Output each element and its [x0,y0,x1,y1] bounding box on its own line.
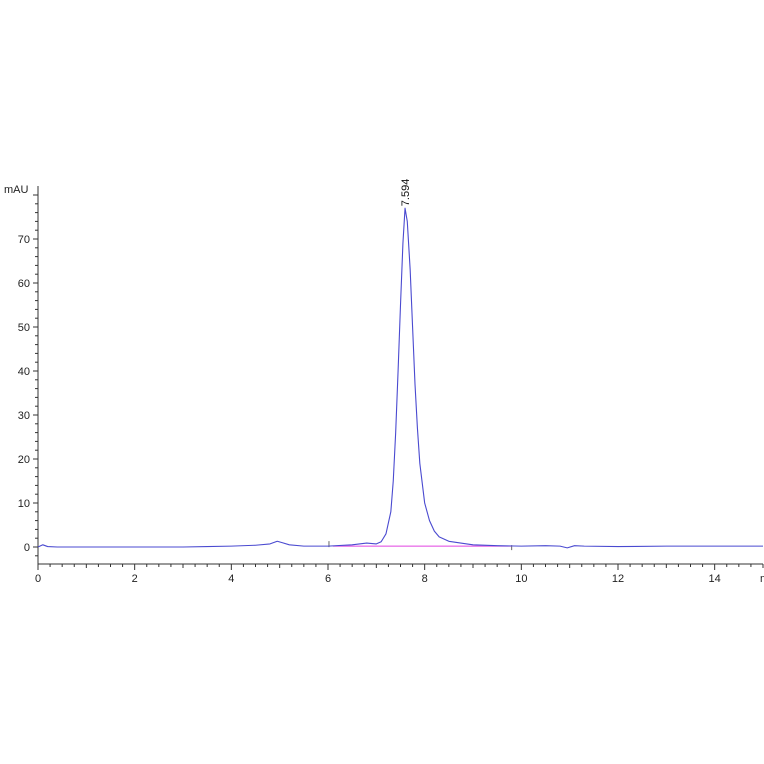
y-tick-label: 60 [18,278,30,290]
y-tick-label: 10 [18,498,30,510]
y-unit-label: mAU [4,184,29,196]
signal-trace [37,207,763,549]
y-axis: 0 10 20 30 40 50 60 70 [18,186,39,564]
x-tick-label: 0 [35,573,41,585]
plot-area: 7.594 [37,179,763,551]
x-tick-label: 4 [228,573,234,585]
x-tick-label: 12 [612,573,624,585]
peak-retention-label: 7.594 [400,179,412,207]
x-tick-label: 2 [132,573,138,585]
y-tick-label: 30 [18,410,30,422]
x-axis: 0 2 4 6 8 10 12 14 [35,563,764,585]
x-tick-label: 8 [422,573,428,585]
y-tick-label: 40 [18,366,30,378]
y-tick-label: 0 [24,542,30,554]
x-unit-label: min [760,573,764,585]
y-tick-label: 20 [18,454,30,466]
x-tick-label: 6 [325,573,331,585]
y-tick-label: 50 [18,322,30,334]
x-tick-label: 14 [709,573,721,585]
y-tick-label: 70 [18,234,30,246]
x-tick-label: 10 [515,573,527,585]
